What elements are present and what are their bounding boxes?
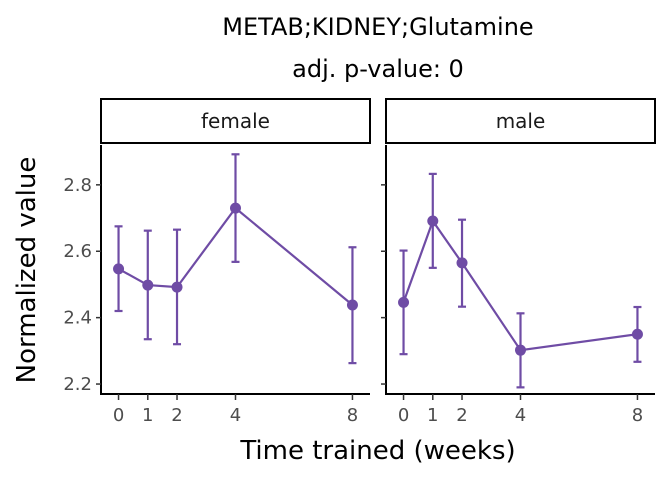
x-tick-label: 2 (171, 405, 182, 426)
y-tick-label: 2.6 (63, 241, 92, 262)
x-tick-label: 4 (230, 405, 241, 426)
facet-strip (385, 98, 656, 144)
data-point (171, 281, 183, 293)
data-point (398, 296, 410, 308)
x-tick-label: 4 (515, 405, 526, 426)
facet-strip (100, 98, 371, 144)
x-tick-label: 2 (456, 405, 467, 426)
facet-label: male (496, 109, 546, 133)
data-point (631, 328, 643, 340)
data-point (230, 202, 241, 214)
data-point (427, 215, 439, 227)
chart-subtitle: adj. p-value: 0 (292, 55, 464, 83)
x-axis-title: Time trained (weeks) (239, 436, 515, 466)
y-axis-title: Normalized value (12, 157, 42, 384)
x-tick-label: 0 (398, 405, 409, 426)
x-tick-label: 1 (427, 405, 438, 426)
x-tick-label: 0 (113, 405, 124, 426)
facet-label: female (201, 109, 270, 133)
y-tick-label: 2.4 (63, 308, 92, 329)
data-point (346, 299, 358, 311)
data-point (142, 279, 154, 291)
chart-title: METAB;KIDNEY;Glutamine (222, 13, 533, 41)
y-tick-label: 2.8 (63, 175, 92, 196)
x-tick-label: 8 (632, 405, 643, 426)
x-tick-label: 8 (347, 405, 358, 426)
data-point (113, 263, 125, 275)
data-point (515, 344, 526, 356)
data-point (456, 257, 468, 269)
y-tick-label: 2.2 (63, 374, 92, 395)
x-tick-label: 1 (142, 405, 153, 426)
